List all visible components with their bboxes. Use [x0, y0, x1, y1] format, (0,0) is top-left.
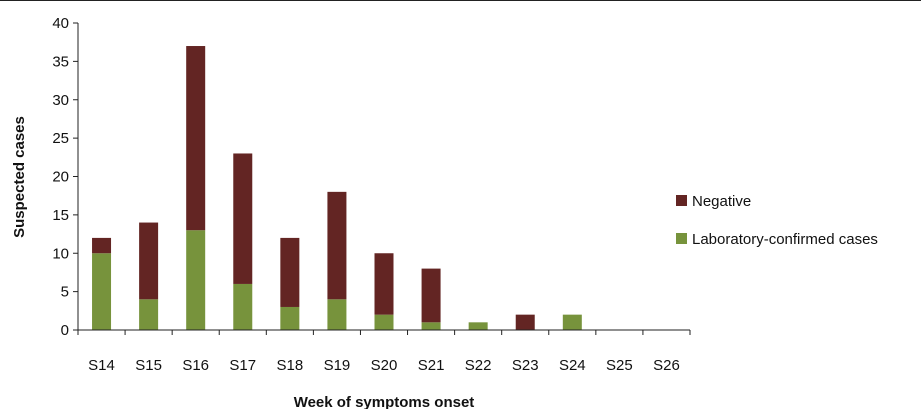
bar-negative: [233, 153, 253, 284]
bar-confirmed: [92, 253, 112, 330]
legend-swatch: [676, 195, 687, 206]
bar-negative: [327, 191, 347, 300]
x-tick-label: S25: [606, 357, 633, 374]
bar-confirmed: [139, 299, 159, 330]
x-tick-label: S21: [418, 357, 445, 374]
bar-negative: [280, 237, 300, 307]
x-tick-label: S22: [465, 357, 492, 374]
y-tick-label: 25: [52, 130, 69, 147]
bar-confirmed: [233, 283, 253, 330]
y-tick-label: 35: [52, 53, 69, 70]
x-tick-label: S17: [229, 357, 256, 374]
x-tick-label: S26: [653, 357, 680, 374]
x-tick-label: S23: [512, 357, 539, 374]
y-tick-label: 20: [52, 169, 69, 186]
y-tick-label: 40: [52, 15, 69, 32]
bar-confirmed: [374, 314, 394, 330]
y-tick-label: 30: [52, 92, 69, 109]
bar-confirmed: [468, 322, 488, 330]
x-axis-ticks: S14 S15 S16 S17 S18 S19 S20 S21 S22 S23 S24 S25 S26: [77, 330, 691, 374]
y-axis-ticks: 0 5 10 15 20 25 30 35 40: [52, 15, 78, 339]
bar-confirmed: [186, 230, 206, 330]
y-tick-label: 15: [52, 207, 69, 224]
x-axis-title: Week of symptoms onset: [294, 394, 475, 409]
legend-label: Laboratory-confirmed cases: [692, 231, 878, 248]
y-tick-label: 10: [52, 245, 69, 262]
legend-label: Negative: [692, 193, 751, 210]
x-tick-label: S14: [88, 357, 115, 374]
bar-confirmed: [327, 299, 347, 330]
top-border-line: [0, 0, 921, 1]
bar-negative: [186, 46, 206, 231]
bar-confirmed: [421, 322, 441, 330]
x-tick-label: S15: [135, 357, 162, 374]
bar-negative: [421, 268, 441, 323]
y-tick-label: 0: [61, 322, 69, 339]
y-axis-title: Suspected cases: [11, 116, 28, 238]
x-tick-label: S16: [182, 357, 209, 374]
legend: Negative Laboratory-confirmed cases: [676, 193, 878, 248]
x-tick-label: S20: [371, 357, 398, 374]
x-tick-label: S18: [276, 357, 303, 374]
bar-negative: [139, 222, 159, 300]
bars: [92, 46, 582, 330]
bar-negative: [515, 314, 535, 330]
bar-negative: [374, 253, 394, 315]
y-tick-label: 5: [61, 284, 69, 301]
x-tick-label: S19: [324, 357, 351, 374]
x-tick-label: S24: [559, 357, 586, 374]
legend-swatch: [676, 233, 687, 244]
bar-negative: [92, 237, 112, 254]
bar-confirmed: [562, 314, 582, 330]
bar-confirmed: [280, 306, 300, 330]
